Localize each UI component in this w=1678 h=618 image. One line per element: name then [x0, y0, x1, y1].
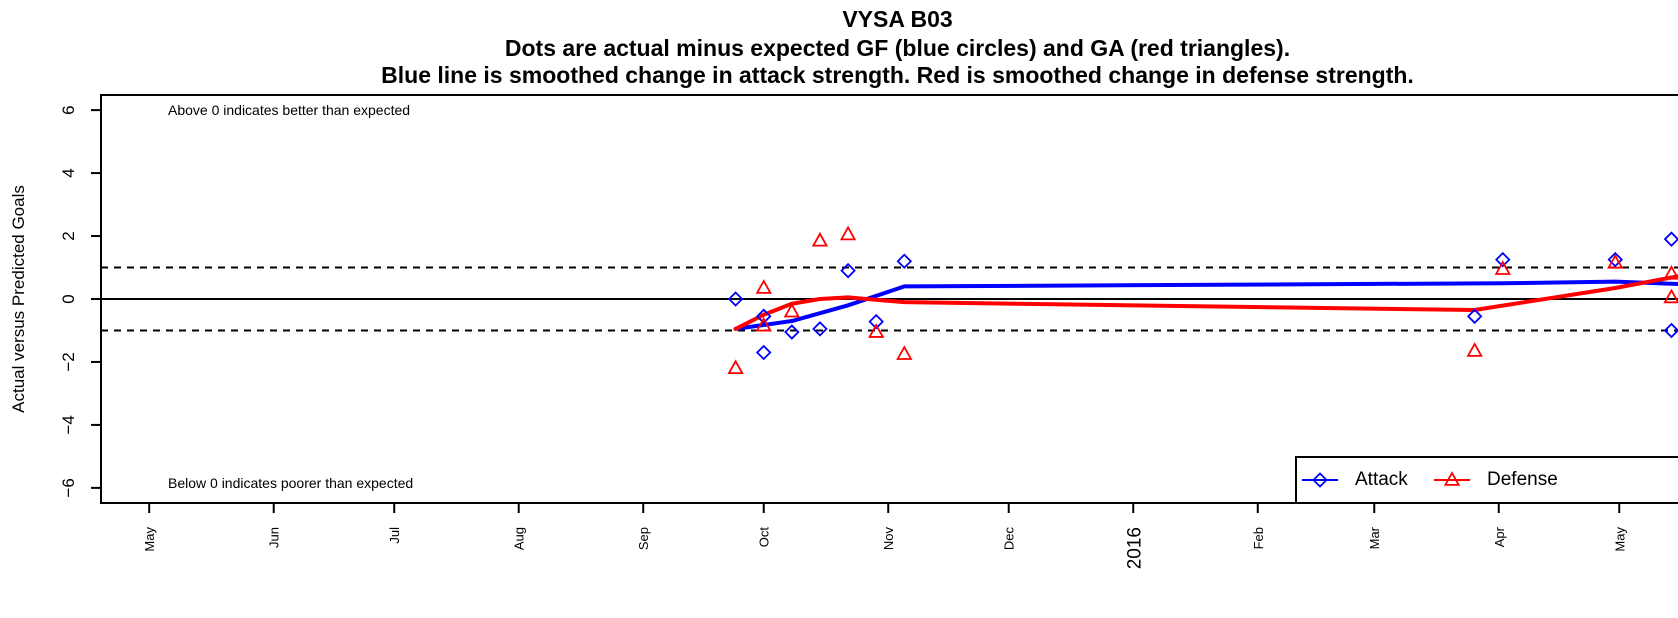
- chart-subtitle-line-1: Dots are actual minus expected GF (blue …: [504, 35, 1291, 61]
- attack-point: [755, 308, 772, 325]
- legend-defense-marker: [1443, 471, 1461, 486]
- x-tick-label: Nov: [881, 527, 896, 551]
- x-tick-label: Apr: [1492, 526, 1507, 547]
- x-tick-label: 2016: [1124, 527, 1145, 569]
- defense-point: [896, 345, 913, 360]
- x-tick-label: Feb: [1251, 527, 1266, 549]
- y-tick-label: −4: [59, 415, 78, 434]
- x-tick-label: May: [142, 527, 157, 552]
- attack-point: [896, 253, 913, 269]
- defense-point: [811, 231, 829, 247]
- defense-point: [1663, 264, 1678, 280]
- attack-point: [755, 344, 772, 361]
- chart-subtitle-line-2: Blue line is smoothed change in attack s…: [381, 62, 1414, 88]
- y-tick-label: 2: [59, 231, 78, 240]
- attack-point: [1663, 322, 1678, 339]
- y-tick-label: 4: [59, 168, 78, 177]
- defense-smoothed-line: [733, 274, 1678, 331]
- y-tick-label: 0: [59, 294, 78, 303]
- legend-label-attack: Attack: [1355, 469, 1408, 490]
- y-axis-label: Actual versus Predicted Goals: [9, 185, 28, 413]
- attack-point: [840, 262, 856, 279]
- defense-point: [1466, 342, 1483, 357]
- attack-point: [784, 324, 800, 340]
- chart-title: VYSA B03: [842, 6, 953, 32]
- defense-point: [868, 323, 885, 338]
- defense-point: [1607, 253, 1624, 269]
- attack-point: [727, 291, 744, 307]
- x-tick-label: Aug: [512, 527, 527, 550]
- x-tick-label: Oct: [757, 527, 772, 548]
- defense-point: [1494, 260, 1511, 275]
- y-tick-label: −2: [59, 352, 78, 371]
- attack-point: [1607, 251, 1624, 268]
- legend-box: [1295, 456, 1678, 504]
- legend-label-defense: Defense: [1487, 469, 1558, 490]
- x-tick-label: Dec: [1002, 527, 1017, 551]
- x-tick-label: Jun: [267, 527, 282, 548]
- defense-point: [783, 302, 801, 318]
- attack-point: [1663, 231, 1678, 247]
- annotation-above-zero: Above 0 indicates better than expected: [168, 102, 411, 118]
- defense-point: [727, 359, 744, 375]
- attack-point: [812, 321, 828, 337]
- defense-point: [839, 225, 857, 241]
- x-tick-label: Jul: [387, 527, 402, 544]
- y-tick-label: −6: [59, 478, 78, 497]
- defense-point: [1663, 288, 1678, 304]
- defense-point: [755, 279, 772, 294]
- legend-attack-marker: [1312, 472, 1328, 488]
- attack-point: [868, 313, 884, 330]
- x-tick-label: May: [1612, 527, 1627, 552]
- attack-point: [1466, 308, 1483, 325]
- annotation-below-zero: Below 0 indicates poorer than expected: [168, 475, 414, 491]
- x-tick-label: Mar: [1367, 526, 1382, 549]
- y-tick-label: 6: [59, 105, 78, 114]
- attack-point: [1495, 251, 1511, 268]
- defense-point: [755, 316, 772, 332]
- attack-smoothed-line: [733, 279, 1678, 331]
- x-tick-label: Sep: [636, 527, 651, 550]
